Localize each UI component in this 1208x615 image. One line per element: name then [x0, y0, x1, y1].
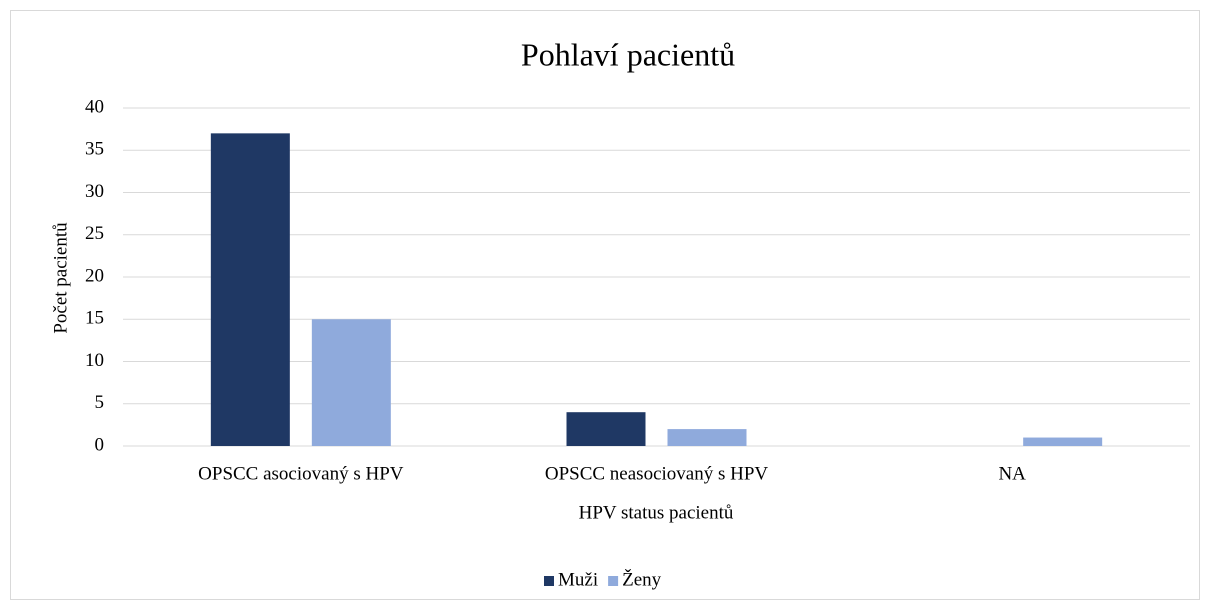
y-tick-label: 40 [85, 96, 104, 117]
x-tick-label: NA [998, 463, 1026, 484]
y-tick-label: 35 [85, 139, 104, 160]
y-tick-label: 10 [85, 350, 104, 371]
bar [566, 412, 646, 446]
bar [1023, 437, 1103, 446]
legend-label: Muži [558, 569, 598, 590]
x-tick-label: OPSCC neasociovaný s HPV [545, 463, 769, 484]
bar [210, 133, 290, 446]
y-tick-label: 5 [95, 392, 105, 413]
x-axis-label: HPV status pacientů [579, 502, 734, 523]
y-tick-label: 0 [95, 434, 105, 455]
chart-title: Pohlaví pacientů [521, 36, 735, 72]
y-axis-label: Počet pacientů [50, 222, 71, 334]
x-tick-label: OPSCC asociovaný s HPV [198, 463, 404, 484]
y-tick-label: 25 [85, 223, 104, 244]
legend-label: Ženy [622, 568, 662, 590]
y-tick-label: 30 [85, 181, 104, 202]
bar [311, 319, 391, 446]
bar [667, 429, 747, 446]
y-tick-label: 15 [85, 308, 104, 329]
y-tick-label: 20 [85, 265, 104, 286]
chart-border [10, 10, 1200, 600]
legend-swatch [544, 576, 554, 586]
legend-swatch [608, 576, 619, 586]
